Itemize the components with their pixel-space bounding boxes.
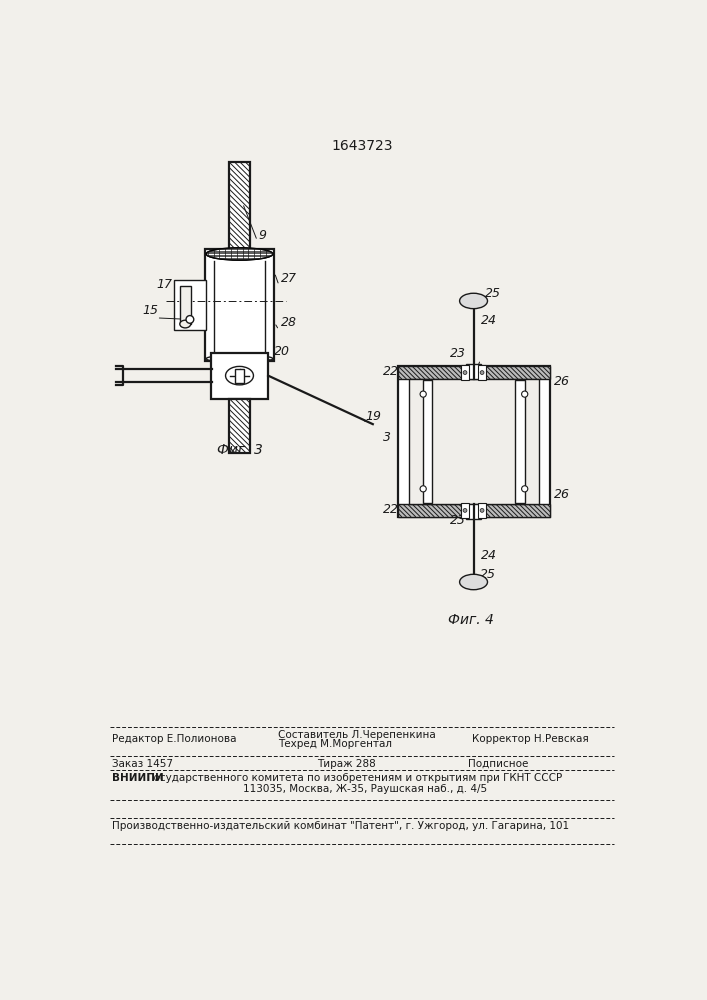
Bar	[409, 379, 539, 504]
Text: 24: 24	[481, 314, 497, 327]
Text: 20: 20	[274, 345, 291, 358]
Text: 24: 24	[481, 549, 497, 562]
Bar	[204, 249, 274, 361]
Circle shape	[522, 391, 528, 397]
Bar	[461, 365, 469, 380]
Text: Редактор Е.Полионова: Редактор Е.Полионова	[112, 734, 236, 744]
Ellipse shape	[226, 366, 253, 385]
Text: Подписное: Подписное	[468, 759, 529, 769]
Ellipse shape	[206, 355, 273, 363]
Text: 28: 28	[281, 316, 296, 329]
Text: 15: 15	[143, 304, 158, 317]
Text: 17: 17	[156, 278, 173, 291]
Text: 27: 27	[281, 272, 296, 285]
Bar	[235, 369, 244, 383]
Bar	[398, 504, 549, 517]
Circle shape	[463, 508, 467, 512]
Circle shape	[463, 371, 467, 374]
Text: 26: 26	[554, 375, 570, 388]
Ellipse shape	[206, 248, 273, 260]
Text: 1643723: 1643723	[331, 139, 392, 153]
Text: 25: 25	[480, 568, 496, 581]
Text: Тираж 288: Тираж 288	[317, 759, 375, 769]
Text: Заказ 1457: Заказ 1457	[112, 759, 173, 769]
Text: ВНИИПИ: ВНИИПИ	[112, 773, 163, 783]
Circle shape	[480, 371, 484, 374]
Bar	[423, 380, 433, 503]
Ellipse shape	[460, 574, 488, 590]
Text: 23: 23	[450, 514, 467, 527]
Text: 25: 25	[485, 287, 501, 300]
Bar	[478, 503, 486, 518]
Bar	[211, 353, 268, 399]
Bar	[398, 366, 549, 517]
Ellipse shape	[180, 320, 191, 328]
Text: Техред М.Моргентал: Техред М.Моргентал	[279, 739, 392, 749]
Text: 113035, Москва, Ж-35, Раушская наб., д. 4/5: 113035, Москва, Ж-35, Раушская наб., д. …	[243, 784, 488, 794]
Circle shape	[480, 508, 484, 512]
Text: 9: 9	[259, 229, 267, 242]
Bar	[515, 380, 525, 503]
Text: Производственно-издательский комбинат "Патент", г. Ужгород, ул. Гагарина, 101: Производственно-издательский комбинат "П…	[112, 821, 568, 831]
Text: 3: 3	[383, 431, 391, 444]
Bar	[398, 366, 549, 379]
Bar	[230, 399, 250, 453]
Bar	[466, 364, 481, 379]
Bar	[461, 503, 469, 518]
Circle shape	[420, 391, 426, 397]
Bar	[174, 280, 206, 330]
Bar	[478, 365, 486, 380]
Text: 26: 26	[554, 488, 570, 501]
Text: Фиг. 3: Фиг. 3	[216, 443, 262, 457]
Ellipse shape	[460, 293, 488, 309]
Text: 19: 19	[366, 410, 382, 423]
Bar	[466, 504, 481, 519]
Text: 22: 22	[383, 503, 399, 516]
Text: Составитель Л.Черепенкина: Составитель Л.Черепенкина	[279, 730, 436, 740]
Circle shape	[522, 486, 528, 492]
Circle shape	[420, 486, 426, 492]
Text: Государственного комитета по изобретениям и открытиям при ГКНТ СССР: Государственного комитета по изобретения…	[144, 773, 563, 783]
Text: 23: 23	[450, 347, 467, 360]
Text: Фиг. 4: Фиг. 4	[448, 613, 493, 627]
Bar	[180, 286, 191, 324]
Text: 22: 22	[383, 365, 399, 378]
Circle shape	[186, 316, 194, 323]
Text: Корректор Н.Ревская: Корректор Н.Ревская	[472, 734, 589, 744]
Bar	[230, 162, 250, 251]
